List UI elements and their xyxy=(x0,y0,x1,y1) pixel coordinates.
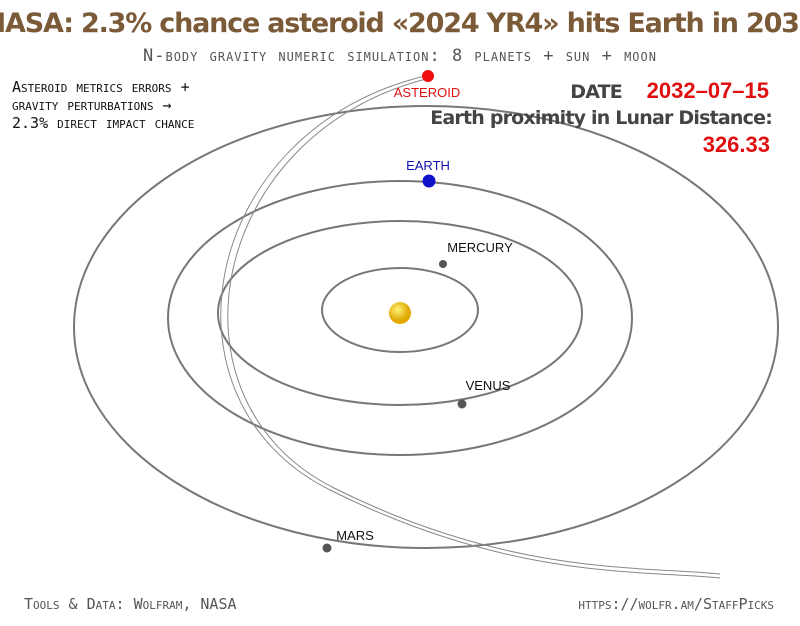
earth-dot xyxy=(422,174,436,188)
asteroid-path xyxy=(220,75,721,579)
asteroid-label: ASTEROID xyxy=(394,85,460,100)
mars-dot xyxy=(322,543,332,553)
note-line: 2.3% direct impact chance xyxy=(12,114,194,132)
mars-label: MARS xyxy=(336,528,374,543)
proximity-value: 326.33 xyxy=(703,132,770,157)
asteroid-dot xyxy=(422,70,434,82)
orbits xyxy=(73,105,779,549)
orbit xyxy=(73,105,779,549)
title: NASA: 2.3% chance asteroid «2024 YR4» hi… xyxy=(0,8,800,39)
subtitle: N-body gravity numeric simulation: 8 pla… xyxy=(143,46,657,66)
note-line: Asteroid metrics errors + xyxy=(12,78,190,96)
orbit xyxy=(167,180,633,456)
earth-label: EARTH xyxy=(406,158,450,173)
date-value: 2032–07–15 xyxy=(647,78,769,103)
mercury-dot xyxy=(439,260,447,268)
sun xyxy=(389,302,411,324)
orbit xyxy=(217,220,583,406)
footer-link: https://wolfr.am/StaffPicks xyxy=(578,595,774,613)
asteroid-trajectory xyxy=(227,77,721,575)
venus-label: VENUS xyxy=(466,378,511,393)
asteroid-trajectory xyxy=(220,75,721,579)
footer-credit: Tools & Data: Wolfram, NASA xyxy=(24,595,237,613)
proximity-label: Earth proximity in Lunar Distance: xyxy=(430,107,772,129)
orbit xyxy=(321,267,479,353)
note-line: gravity perturbations → xyxy=(12,96,172,114)
venus-dot xyxy=(457,399,467,409)
mercury-label: MERCURY xyxy=(447,240,513,255)
date-label: DATE xyxy=(570,81,622,103)
